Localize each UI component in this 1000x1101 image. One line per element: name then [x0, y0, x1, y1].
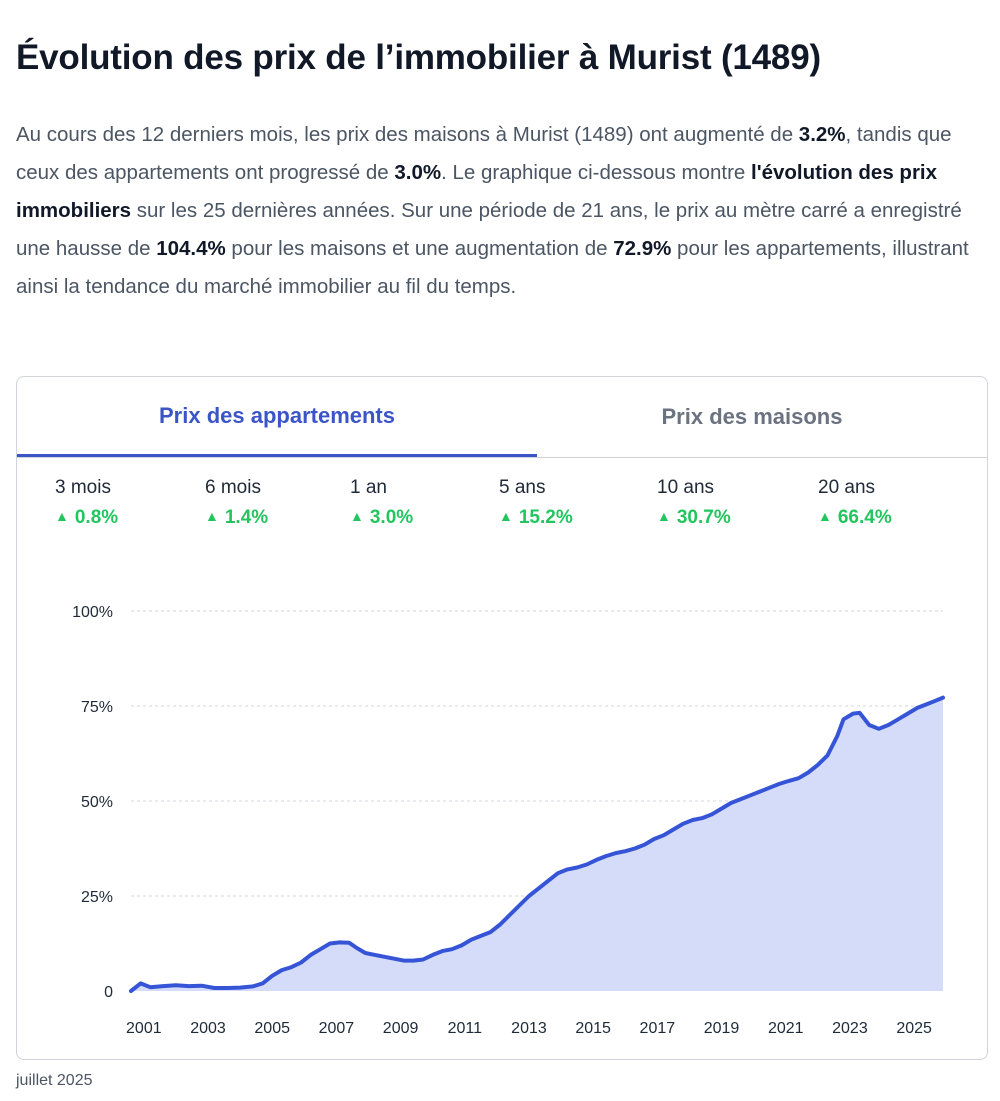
x-tick-label: 2005 [254, 1020, 290, 1037]
y-tick-label: 0 [104, 984, 113, 1001]
y-tick-label: 50% [81, 794, 113, 811]
date-footnote: juillet 2025 [16, 1072, 93, 1089]
page-title: Évolution des prix de l’immobilier à Mur… [16, 38, 821, 77]
x-tick-label: 2023 [832, 1020, 868, 1037]
intro-text: sur les 25 dernières années. Sur une pér… [16, 199, 962, 260]
triangle-up-icon: ▲ [55, 508, 69, 524]
stat-6-months: 6 mois ▲ 1.4% [205, 477, 268, 529]
intro-highlight: 3.2% [798, 123, 846, 146]
stat-label: 10 ans [657, 477, 715, 498]
x-tick-label: 2011 [448, 1020, 483, 1037]
intro-highlight: 3.0% [394, 161, 442, 184]
y-tick-label: 100% [72, 604, 113, 621]
price-area-fill [131, 697, 943, 991]
intro-text: Au cours des 12 derniers mois, les prix … [16, 123, 799, 146]
tab-apartment-prices[interactable]: Prix des appartements [17, 377, 537, 457]
price-series-line [129, 695, 945, 993]
intro-text: , tandis que ceux des appartements ont p… [16, 123, 952, 184]
price-chart-card: Prix des appartements Prix des maisons 3… [16, 376, 988, 1060]
triangle-up-icon: ▲ [205, 508, 219, 524]
stat-label: 3 mois [55, 477, 111, 498]
stat-10-years: 10 ans ▲ 30.7% [657, 477, 731, 529]
stat-20-years: 20 ans ▲ 66.4% [818, 477, 892, 529]
x-tick-label: 2019 [704, 1020, 740, 1037]
stat-value: ▲ 15.2% [499, 507, 573, 528]
stat-label: 1 an [350, 477, 387, 498]
stat-value: ▲ 30.7% [657, 507, 731, 528]
y-tick-label: 25% [81, 889, 113, 906]
x-tick-label: 2025 [896, 1020, 932, 1037]
triangle-up-icon: ▲ [350, 508, 364, 524]
stat-value: ▲ 1.4% [205, 507, 269, 528]
x-tick-label: 2013 [511, 1020, 547, 1037]
intro-paragraph: Au cours des 12 derniers mois, les prix … [16, 116, 988, 306]
tab-house-prices[interactable]: Prix des maisons [661, 404, 843, 429]
intro-text: pour les maisons et une augmentation de [225, 237, 614, 260]
stats-row: 3 mois ▲ 0.8% 6 mois ▲ 1.4% 1 an ▲ 3.0% 5 a… [17, 477, 987, 547]
stat-value: ▲ 3.0% [350, 507, 414, 528]
x-tick-label: 2003 [190, 1020, 226, 1037]
stat-5-years: 5 ans ▲ 15.2% [499, 477, 573, 529]
triangle-up-icon: ▲ [818, 508, 832, 524]
tab-bar: Prix des appartements Prix des maisons [17, 377, 987, 458]
intro-highlight: l'évolution des prix immobiliers [16, 161, 938, 222]
price-area-chart: 0 25% 50% 75% 100% 2001 2003 2005 2007 2009 2011 20… [72, 604, 945, 1037]
x-tick-label: 2001 [126, 1020, 162, 1037]
stat-label: 5 ans [499, 477, 546, 498]
x-tick-label: 2017 [640, 1020, 676, 1037]
triangle-up-icon: ▲ [657, 508, 671, 524]
x-tick-label: 2015 [575, 1020, 611, 1037]
x-tick-label: 2009 [383, 1020, 419, 1037]
stat-value: ▲ 66.4% [818, 507, 892, 528]
triangle-up-icon: ▲ [499, 508, 513, 524]
stat-3-months: 3 mois ▲ 0.8% [55, 477, 118, 529]
intro-text: . Le graphique ci-dessous montre [441, 161, 752, 184]
x-tick-label: 2007 [319, 1020, 355, 1037]
y-tick-label: 75% [81, 699, 113, 716]
stat-1-year: 1 an ▲ 3.0% [350, 477, 413, 529]
intro-text: pour les appartements, illustrant ainsi … [16, 237, 969, 298]
stat-value: ▲ 0.8% [55, 507, 119, 528]
intro-highlight: 104.4% [156, 237, 226, 260]
x-tick-label: 2021 [768, 1020, 804, 1037]
stat-label: 20 ans [818, 477, 876, 498]
intro-highlight: 72.9% [613, 237, 672, 260]
stat-label: 6 mois [205, 477, 261, 498]
